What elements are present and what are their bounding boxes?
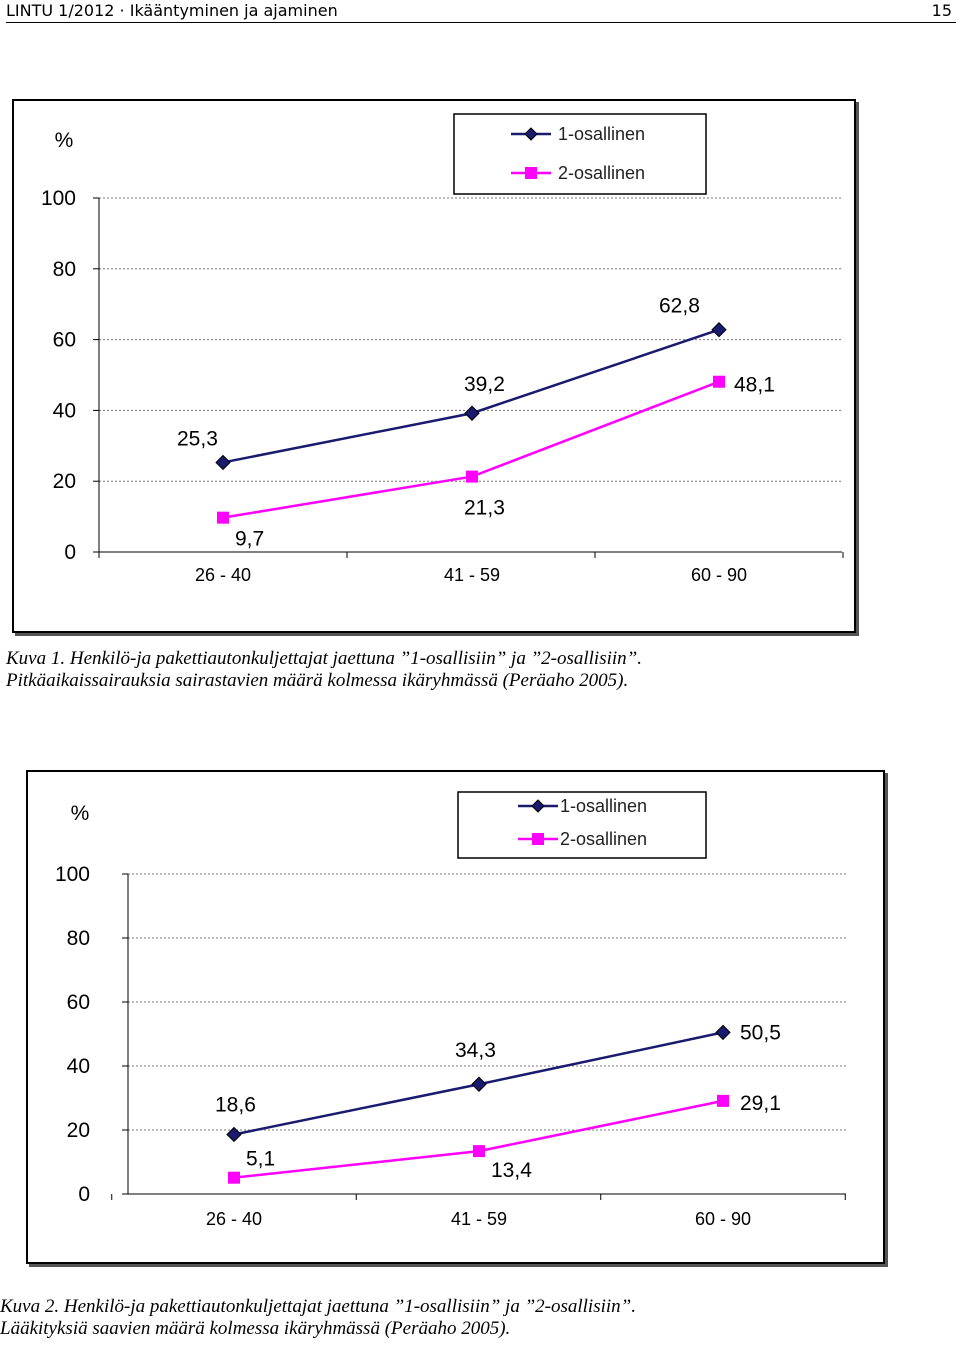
data-label-1: 39,2 — [464, 373, 505, 396]
y-tick-label: 100 — [55, 863, 90, 886]
caption-2-line-1: Kuva 2. Henkilö-ja pakettiautonkuljettaj… — [0, 1296, 636, 1317]
x-category-label: 60 - 90 — [691, 565, 747, 585]
data-point-1 — [215, 454, 231, 471]
legend-marker-2 — [532, 833, 544, 845]
data-label-1: 34,3 — [455, 1039, 496, 1062]
data-label-2: 29,1 — [740, 1092, 781, 1115]
data-point-2 — [717, 1094, 729, 1107]
data-label-2: 48,1 — [734, 374, 775, 397]
legend-label-1: 1-osallinen — [560, 796, 647, 816]
y-axis-label: % — [55, 129, 74, 152]
caption-1-line-2: Pitkäaikaissairauksia sairastavien määrä… — [6, 670, 629, 691]
data-label-1: 25,3 — [177, 427, 218, 450]
y-tick-label: 0 — [78, 1183, 90, 1206]
legend-box — [457, 791, 707, 859]
data-label-2: 9,7 — [235, 528, 264, 551]
data-point-2 — [473, 1145, 485, 1158]
caption-2: Kuva 2. Henkilö-ja pakettiautonkuljettaj… — [0, 1296, 636, 1340]
legend-label-1: 1-osallinen — [558, 124, 645, 144]
chart-1-svg: 0 20 40 60 80 100% 26 - 40 41 - 59 60 - 90 25,3 39… — [41, 113, 844, 585]
data-label-2: 13,4 — [491, 1159, 532, 1182]
caption-1: Kuva 1. Henkilö-ja pakettiautonkuljettaj… — [6, 648, 642, 692]
y-tick-label: 80 — [53, 258, 76, 281]
data-label-2: 21,3 — [464, 497, 505, 520]
y-tick-label: 100 — [41, 187, 76, 210]
data-label-2: 5,1 — [246, 1148, 275, 1171]
y-tick-label: 80 — [67, 927, 90, 950]
legend-box — [453, 113, 707, 195]
legend-marker-1 — [531, 799, 545, 813]
series-line-2 — [233, 1099, 724, 1179]
y-tick-label: 60 — [53, 329, 76, 352]
y-tick-label: 0 — [64, 541, 76, 564]
page-number: 15 — [931, 1, 952, 20]
y-axis-label: % — [71, 802, 90, 825]
data-point-1 — [464, 405, 480, 421]
caption-1-line-1: Kuva 1. Henkilö-ja pakettiautonkuljettaj… — [6, 648, 642, 669]
data-label-1: 50,5 — [740, 1021, 781, 1044]
data-point-2 — [228, 1171, 240, 1184]
legend-label-2: 2-osallinen — [558, 163, 645, 183]
legend-marker-1 — [524, 127, 538, 141]
caption-2-line-2: Lääkityksiä saavien määrä kolmessa ikäry… — [0, 1318, 511, 1339]
data-point-2 — [713, 375, 725, 388]
figure-1: 0 20 40 60 80 100% 26 - 40 41 - 59 60 - 90 25,3 39… — [12, 99, 856, 633]
y-tick-label: 60 — [67, 991, 90, 1014]
legend-label-2: 2-osallinen — [560, 829, 647, 849]
legend-marker-2 — [525, 167, 537, 179]
chart-2-svg: 0 20 40 60 80 100% 26 - 40 41 - 59 60 - 90 18,6 34… — [55, 791, 846, 1229]
running-header-title: LINTU 1/2012 · Ikääntyminen ja ajaminen — [6, 1, 338, 20]
data-point-2 — [217, 511, 229, 524]
data-point-2 — [466, 470, 478, 483]
x-category-label: 60 - 90 — [695, 1209, 751, 1229]
x-category-label: 41 - 59 — [444, 565, 500, 585]
data-label-1: 18,6 — [215, 1093, 256, 1116]
data-point-1 — [715, 1024, 731, 1041]
x-category-label: 26 - 40 — [195, 565, 251, 585]
y-tick-label: 20 — [67, 1119, 90, 1142]
x-category-label: 26 - 40 — [206, 1209, 262, 1229]
data-point-1 — [226, 1126, 242, 1143]
y-tick-label: 40 — [53, 399, 76, 422]
y-tick-label: 20 — [53, 470, 76, 493]
x-category-label: 41 - 59 — [451, 1209, 507, 1229]
data-point-1 — [711, 321, 727, 338]
page-header: LINTU 1/2012 · Ikääntyminen ja ajaminen … — [6, 0, 956, 23]
data-point-1 — [471, 1076, 487, 1092]
figure-2: 0 20 40 60 80 100% 26 - 40 41 - 59 60 - 90 18,6 34… — [26, 770, 885, 1264]
y-tick-label: 40 — [67, 1055, 90, 1078]
data-label-1: 62,8 — [659, 295, 700, 318]
